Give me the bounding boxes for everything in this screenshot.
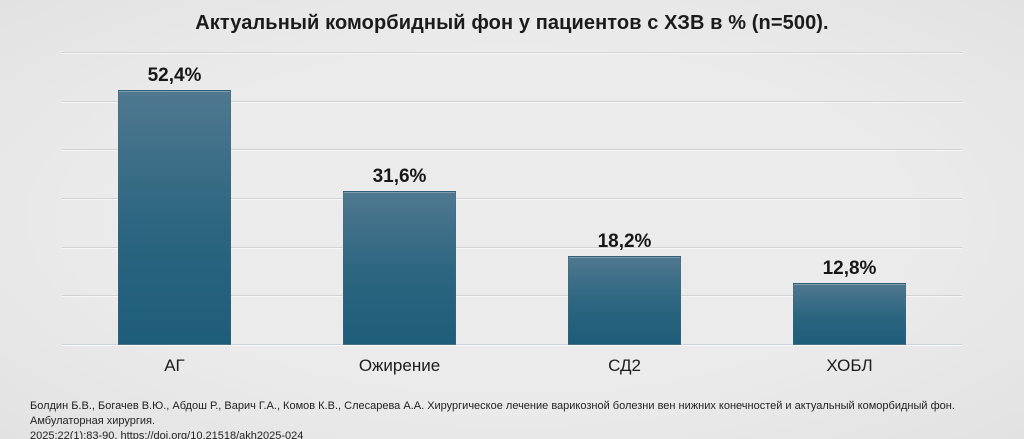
bar-column: 12,8%: [737, 53, 962, 345]
chart-title: Актуальный коморбидный фон у пациентов с…: [195, 12, 829, 34]
value-label: 31,6%: [372, 166, 427, 188]
x-axis-line: [62, 344, 962, 345]
bar-column: 31,6%: [287, 53, 512, 345]
value-label: 12,8%: [822, 257, 877, 279]
value-label: 52,4%: [147, 65, 202, 86]
bar-column: 52,4%: [62, 53, 287, 345]
gridline: [62, 198, 962, 199]
citation-line-1: Болдин Б.В., Богачев В.Ю., Абдош Р., Вар…: [30, 400, 955, 427]
x-axis-labels: АГ Ожирение СД2 ХОБЛ: [62, 345, 962, 377]
x-axis-label: СД2: [608, 356, 641, 375]
x-axis-label: АГ: [164, 356, 185, 375]
gridline: [62, 295, 962, 297]
gridline: [62, 246, 962, 248]
gridline: [62, 52, 962, 53]
gridline: [62, 100, 962, 102]
citation: Болдин Б.В., Богачев В.Ю., Абдош Р., Вар…: [30, 399, 1004, 439]
bar-4: [793, 282, 906, 345]
bar-1: [118, 90, 231, 345]
x-axis-label: ХОБЛ: [826, 356, 873, 375]
bar-column: 18,2%: [512, 53, 737, 345]
plot-area: 52,4% 31,6% 18,2% 12,8%: [62, 52, 962, 345]
value-label: 18,2%: [597, 231, 652, 253]
x-axis-label: Ожирение: [358, 356, 441, 375]
gridline: [62, 149, 962, 151]
bars-container: 52,4% 31,6% 18,2% 12,8%: [62, 53, 962, 345]
bar-3: [568, 256, 681, 345]
bar-2: [343, 191, 456, 345]
citation-line-2: 2025;22(1):83-90. https://doi.org/10.215…: [30, 430, 304, 439]
